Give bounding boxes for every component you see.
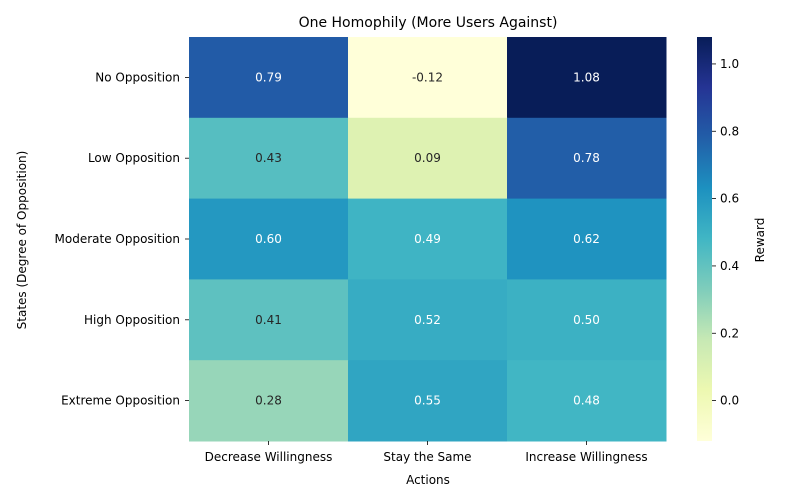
colorbar — [697, 37, 712, 441]
colorbar-tick-label: 0.2 — [720, 326, 739, 340]
heatmap-cell — [348, 279, 508, 361]
colorbar-tick-label: 0.6 — [720, 192, 739, 206]
cell-value-label: 1.08 — [573, 70, 600, 84]
x-axis-label: Actions — [406, 473, 450, 487]
heatmap-cell — [348, 117, 508, 200]
y-tick-label: No Opposition — [95, 70, 180, 84]
cell-value-label: 0.28 — [255, 394, 282, 408]
heatmap-cell — [189, 117, 349, 200]
heatmap-cell — [507, 198, 667, 280]
x-tick-label: Decrease Willingness — [205, 450, 333, 464]
heatmap-cell — [348, 198, 508, 280]
colorbar-tick-label: 0.8 — [720, 124, 739, 138]
cell-value-label: 0.55 — [414, 394, 441, 408]
heatmap-cell — [189, 198, 349, 280]
colorbar-label: Reward — [753, 218, 767, 263]
cell-value-label: 0.09 — [414, 151, 441, 165]
colorbar-ticks: 0.0 0.2 0.4 0.6 0.8 1.0 — [712, 57, 739, 408]
heatmap-cell — [189, 279, 349, 361]
heatmap-cell — [507, 117, 667, 200]
heatmap-cell — [507, 279, 667, 361]
colorbar-tick-label: 0.0 — [720, 394, 739, 408]
y-axis-ticks: No Opposition Low Opposition Moderate Oppo… — [55, 70, 189, 408]
cell-value-label: 0.62 — [573, 232, 600, 246]
heatmap-cell — [348, 37, 508, 119]
cell-value-label: 0.52 — [414, 313, 441, 327]
chart-title: One Homophily (More Users Against) — [299, 15, 558, 31]
cell-value-label: -0.12 — [412, 70, 443, 84]
heatmap-cell — [507, 37, 667, 119]
y-tick-label: Moderate Opposition — [55, 232, 180, 246]
y-tick-label: Low Opposition — [88, 151, 180, 165]
colorbar-tick-label: 0.4 — [720, 259, 739, 273]
y-tick-label: High Opposition — [84, 313, 180, 327]
cell-value-label: 0.49 — [414, 232, 441, 246]
y-axis-label: States (Degree of Opposition) — [15, 151, 29, 330]
cell-value-label: 0.50 — [573, 313, 600, 327]
colorbar-tick-label: 1.0 — [720, 57, 739, 71]
cell-value-label: 0.78 — [573, 151, 600, 165]
cell-value-label: 0.43 — [255, 151, 282, 165]
x-tick-label: Stay the Same — [383, 450, 471, 464]
cell-value-label: 0.41 — [255, 313, 282, 327]
y-tick-label: Extreme Opposition — [61, 394, 180, 408]
heatmap-cell — [189, 360, 349, 442]
cell-value-label: 0.79 — [255, 70, 282, 84]
heatmap-cell — [507, 360, 667, 442]
heatmap-cell — [189, 37, 349, 119]
x-tick-label: Increase Willingness — [525, 450, 647, 464]
cell-value-label: 0.60 — [255, 232, 282, 246]
heatmap-cells: 0.79 -0.12 1.08 0.43 0.09 0.78 0.60 0.49 0.62 0.4… — [189, 37, 667, 442]
cell-value-label: 0.48 — [573, 394, 600, 408]
x-axis-ticks: Decrease Willingness Stay the Same Increas… — [205, 441, 648, 464]
heatmap-cell — [348, 360, 508, 442]
